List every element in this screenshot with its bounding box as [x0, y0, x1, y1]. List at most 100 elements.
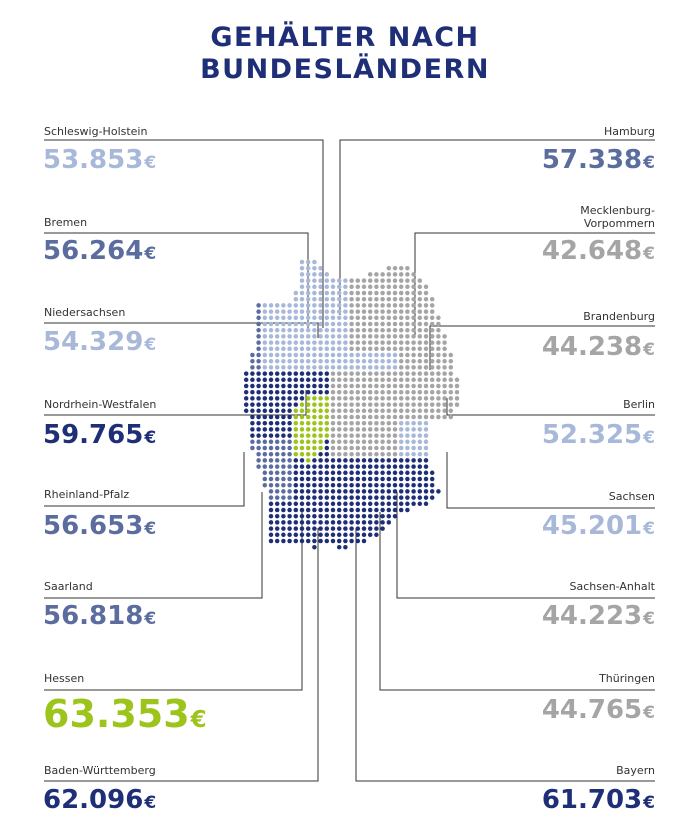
- map-dot-brandenburg: [405, 389, 410, 395]
- map-dot-mecklenburg-vorpommern: [417, 340, 423, 345]
- map-dot-thueringen: [392, 420, 398, 426]
- map-dot-hessen: [293, 420, 299, 426]
- salary-number: 56.264: [43, 236, 144, 266]
- state-name-niedersachsen: Niedersachsen: [44, 306, 126, 319]
- map-dot-sachsen-anhalt: [386, 414, 392, 420]
- map-dot-bremen: [256, 309, 261, 314]
- map-dot-bayern: [336, 520, 342, 525]
- map-dot-brandenburg: [405, 396, 410, 401]
- map-dot-brandenburg: [411, 365, 416, 370]
- map-dot-schleswig-holstein: [336, 321, 342, 327]
- map-dot-mecklenburg-vorpommern: [417, 303, 423, 308]
- map-dot-brandenburg: [398, 383, 404, 389]
- map-dot-schleswig-holstein: [343, 315, 348, 321]
- map-dot-brandenburg: [436, 377, 441, 383]
- map-dot-bayern: [367, 520, 373, 525]
- map-dot-niedersachsen: [336, 365, 342, 370]
- state-value-sachsen: 45.201€: [542, 511, 655, 544]
- leader-line-sachsen-anhalt: [396, 492, 655, 599]
- map-dot-niedersachsen: [336, 352, 342, 358]
- map-dot-nordrhein-westfalen: [262, 402, 268, 407]
- map-dot-nordrhein-westfalen: [250, 408, 255, 414]
- map-dot-thueringen: [343, 427, 348, 432]
- map-dot-rheinland-pfalz: [274, 470, 280, 476]
- map-dot-niedersachsen: [330, 352, 336, 358]
- map-dot-brandenburg: [423, 414, 429, 420]
- map-dot-niedersachsen: [330, 334, 336, 339]
- map-dot-bayern: [355, 513, 361, 519]
- salary-number: 61.703: [541, 785, 643, 815]
- map-dot-niedersachsen: [274, 358, 280, 364]
- map-dot-mecklenburg-vorpommern: [355, 327, 361, 333]
- map-dot-rheinland-pfalz: [268, 445, 274, 451]
- map-dot-baden-wuerttemberg: [293, 520, 299, 525]
- euro-symbol: €: [643, 519, 655, 539]
- map-dot-bayern: [349, 520, 354, 525]
- map-dot-hessen: [324, 408, 330, 414]
- map-dot-mecklenburg-vorpommern: [374, 346, 379, 352]
- map-dot-sachsen-anhalt: [355, 414, 361, 420]
- map-dot-saarland: [256, 445, 261, 451]
- map-dot-mecklenburg-vorpommern: [411, 284, 416, 290]
- map-dot-bayern: [355, 464, 361, 469]
- map-dot-niedersachsen: [299, 365, 305, 370]
- map-dot-niedersachsen: [386, 365, 392, 370]
- map-dot-brandenburg: [417, 396, 423, 401]
- map-dot-nordrhein-westfalen: [287, 414, 292, 420]
- map-dot-mecklenburg-vorpommern: [374, 327, 379, 333]
- map-dot-brandenburg: [454, 383, 460, 389]
- map-dot-niedersachsen: [293, 352, 299, 358]
- map-dot-sachsen-anhalt: [361, 389, 367, 395]
- map-dot-thueringen: [367, 420, 373, 426]
- map-dot-bayern: [330, 470, 336, 476]
- map-dot-bayern: [367, 495, 373, 500]
- map-dot-schleswig-holstein: [305, 272, 311, 277]
- map-dot-mecklenburg-vorpommern: [436, 327, 441, 333]
- map-dot-nordrhein-westfalen: [274, 427, 280, 432]
- map-dot-bayern: [336, 482, 342, 488]
- map-dot-brandenburg: [429, 383, 435, 389]
- state-name-bremen: Bremen: [44, 216, 88, 229]
- map-dot-rheinland-pfalz: [274, 489, 280, 494]
- map-dot-mecklenburg-vorpommern: [349, 309, 354, 314]
- map-dot-rheinland-pfalz: [281, 482, 286, 488]
- map-dot-baden-wuerttemberg: [274, 532, 280, 538]
- map-dot-sachsen: [417, 420, 423, 426]
- map-dot-sachsen-anhalt: [380, 383, 385, 389]
- map-dot-niedersachsen: [262, 340, 268, 345]
- map-dot-mecklenburg-vorpommern: [417, 284, 423, 290]
- state-name-thueringen: Thüringen: [599, 672, 655, 685]
- state-name-rheinland-pfalz: Rheinland-Pfalz: [44, 488, 130, 501]
- map-dot-hessen: [299, 420, 305, 426]
- map-dot-bayern: [349, 513, 354, 519]
- map-dot-bayern: [398, 458, 404, 463]
- map-dot-bayern: [324, 495, 330, 500]
- map-dot-bayern: [361, 470, 367, 476]
- map-dot-baden-wuerttemberg: [312, 470, 317, 476]
- map-dot-bayern: [343, 458, 348, 463]
- map-dot-niedersachsen: [343, 346, 348, 352]
- leader-line-hamburg: [339, 139, 655, 315]
- map-dot-bremen: [256, 358, 261, 364]
- map-dot-mecklenburg-vorpommern: [423, 321, 429, 327]
- map-dot-thueringen: [361, 445, 367, 451]
- map-dot-rheinland-pfalz: [287, 451, 292, 457]
- map-dot-mecklenburg-vorpommern: [411, 334, 416, 339]
- map-dot-brandenburg: [436, 365, 441, 370]
- map-dot-bayern: [374, 526, 379, 531]
- map-dot-mecklenburg-vorpommern: [411, 346, 416, 352]
- map-dot-mecklenburg-vorpommern: [417, 278, 423, 283]
- map-dot-bayern: [392, 489, 398, 494]
- map-dot-baden-wuerttemberg: [299, 482, 305, 488]
- map-dot-sachsen-anhalt: [386, 377, 392, 383]
- map-dot-bayern: [336, 544, 342, 550]
- map-dot-brandenburg: [417, 365, 423, 370]
- map-dot-bayern: [330, 464, 336, 469]
- map-dot-baden-wuerttemberg: [312, 532, 317, 538]
- chart-title: GEHÄLTER NACH BUNDESLÄNDERN: [0, 22, 690, 86]
- map-dot-brandenburg: [405, 408, 410, 414]
- map-dot-rheinland-pfalz: [287, 470, 292, 476]
- map-dot-bayern: [324, 464, 330, 469]
- map-dot-baden-wuerttemberg: [312, 389, 317, 395]
- map-dot-baden-wuerttemberg: [318, 458, 323, 463]
